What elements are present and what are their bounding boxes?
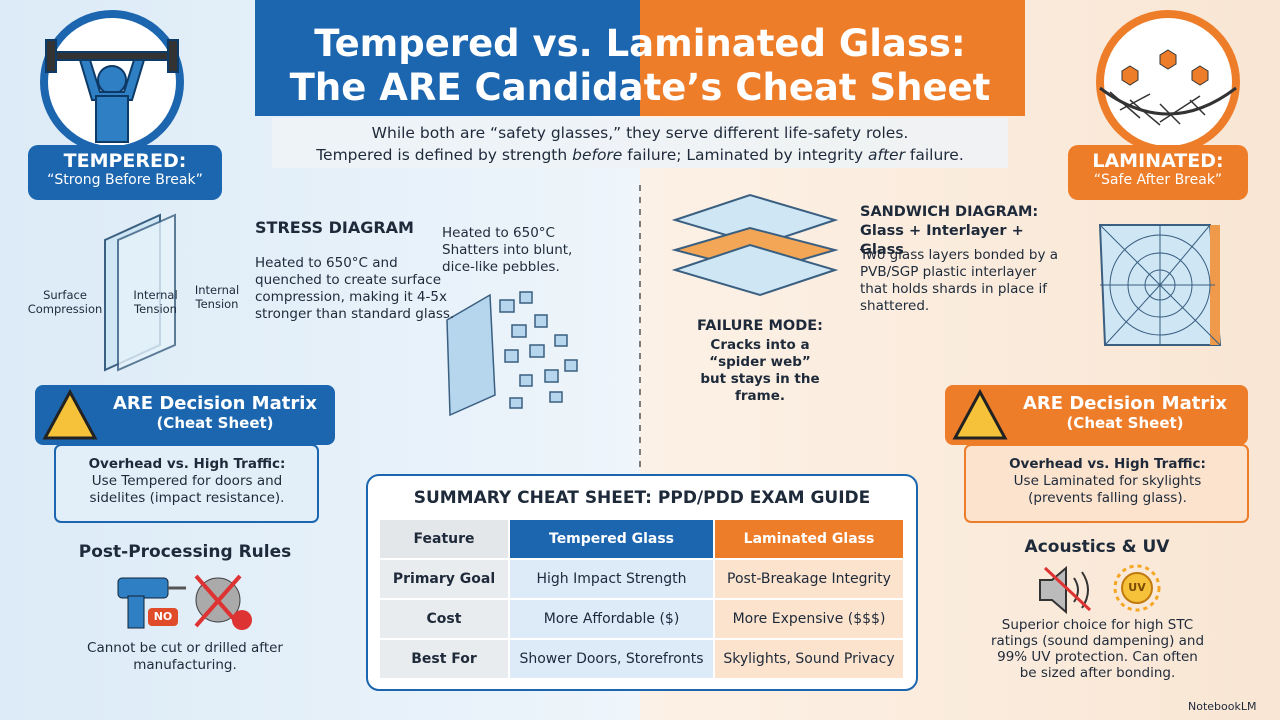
heading: SANDWICH DIAGRAM: Glass + Interlayer + G… [860, 204, 1039, 258]
table-cell: Cost [380, 600, 510, 640]
heading: Overhead vs. High Traffic: [1009, 456, 1206, 472]
table-cell: More Affordable ($) [510, 600, 715, 640]
text: failure. [904, 146, 964, 164]
body: Heated to 650°C and quenched to create s… [255, 255, 455, 322]
body: Superior choice for high STC ratings (so… [990, 617, 1205, 681]
glass-panel [104, 213, 176, 372]
failure-text: FAILURE MODE: Cracks into a “spider web” … [680, 318, 840, 405]
matrix-left-text: Overhead vs. High Traffic: Use Tempered f… [62, 456, 312, 507]
body: Use Laminated for skylights (prevents fa… [1013, 473, 1202, 506]
text: Tempered is defined by strength [316, 146, 573, 164]
body: Two glass layers bonded by a PVB/SGP pla… [860, 247, 1058, 314]
tagline: “Strong Before Break” [47, 172, 203, 188]
lifter-icon [45, 39, 179, 143]
body: Use Tempered for doors and sidelites (im… [89, 473, 285, 506]
heading: Acoustics & UV [1024, 537, 1170, 557]
matrix-right-text: Overhead vs. High Traffic: Use Laminated … [975, 456, 1240, 507]
matrix-right-body [964, 444, 1249, 523]
subtitle: (Cheat Sheet) [156, 414, 274, 432]
emphasis: after [868, 146, 905, 164]
label: TEMPERED: [63, 150, 187, 172]
title-bg-right [640, 0, 1025, 116]
laminated-badge-text: LAMINATED: “Safe After Break” [1068, 150, 1248, 188]
matrix-left-body [54, 444, 319, 523]
heading: Post-Processing Rules [78, 542, 292, 562]
table-cell: Feature [380, 520, 510, 560]
mute-icon [1039, 565, 1092, 615]
title: ARE Decision Matrix [1023, 393, 1227, 414]
subtitle-line: While both are “safety glasses,” they se… [371, 124, 909, 142]
drill-icon [117, 577, 186, 629]
heading: FAILURE MODE: [697, 318, 823, 334]
table-cell: Best For [380, 640, 510, 680]
matrix-left-title: ARE Decision Matrix (Cheat Sheet) [95, 393, 335, 432]
matrix-right-header [945, 385, 1248, 445]
subtitle: While both are “safety glasses,” they se… [272, 122, 1008, 166]
sandwich-layers [671, 193, 839, 297]
table-cell: Tempered Glass [510, 520, 715, 560]
label: LAMINATED: [1092, 150, 1224, 172]
table-cell: Primary Goal [380, 560, 510, 600]
table-cell: Shower Doors, Storefronts [510, 640, 715, 680]
text: failure; Laminated by integrity [622, 146, 868, 164]
tempered-badge [28, 145, 222, 200]
title-bg-left [255, 0, 640, 116]
subtitle: (Cheat Sheet) [1066, 414, 1184, 432]
matrix-right-title: ARE Decision Matrix (Cheat Sheet) [1005, 393, 1245, 432]
title: Tempered vs. Laminated Glass: The ARE Can… [255, 22, 1025, 110]
shatter-text: Heated to 650°C Shatters into blunt, dice… [442, 225, 592, 276]
title-line: Tempered vs. Laminated Glass: [314, 22, 966, 65]
text: Heated to 650°C [442, 225, 555, 241]
table-cell: Laminated Glass [715, 520, 905, 560]
summary-table: Feature Tempered Glass Laminated Glass Prim… [380, 520, 905, 680]
table-cell: Post-Breakage Integrity [715, 560, 905, 600]
sun-icon [1113, 564, 1161, 612]
title-line: The ARE Candidate’s Cheat Sheet [289, 66, 991, 109]
table-title: SUMMARY CHEAT SHEET: PPD/PDD EXAM GUIDE [413, 488, 871, 508]
subtitle-bg [272, 118, 1008, 168]
uv-label: UV [1128, 581, 1146, 594]
warning-icon [952, 388, 1008, 440]
no-badge: NO [153, 610, 173, 623]
title: ARE Decision Matrix [113, 393, 317, 414]
diagram-label: Surface Compression [27, 288, 103, 316]
subtitle-line: Tempered is defined by strength before f… [272, 144, 1008, 166]
tempered-badge-text: TEMPERED: “Strong Before Break” [28, 150, 222, 188]
diagram-label: Internal Tension [133, 288, 178, 316]
table-cell: Skylights, Sound Privacy [715, 640, 905, 680]
laminated-badge [1068, 145, 1248, 200]
body: Cracks into a “spider web” but stays in … [700, 337, 820, 404]
net-icon [1099, 49, 1237, 126]
table-cell: High Impact Strength [510, 560, 715, 600]
pebbles [446, 291, 578, 417]
emphasis: before [572, 146, 623, 164]
brand: NotebookLM [1188, 700, 1257, 713]
laminated-icon [1096, 10, 1240, 154]
heading: STRESS DIAGRAM [255, 218, 414, 237]
diagram-label: Internal Tension [194, 283, 240, 311]
heading: Overhead vs. High Traffic: [88, 456, 286, 472]
matrix-left-header [35, 385, 335, 445]
saw-icon [194, 574, 252, 630]
body: Cannot be cut or drilled after manufactu… [87, 640, 283, 673]
tagline: “Safe After Break” [1093, 172, 1223, 188]
warning-icon [42, 388, 98, 440]
web-panel [1098, 224, 1222, 346]
table-cell: More Expensive ($$$) [715, 600, 905, 640]
text: Shatters into blunt, dice-like pebbles. [442, 242, 573, 275]
